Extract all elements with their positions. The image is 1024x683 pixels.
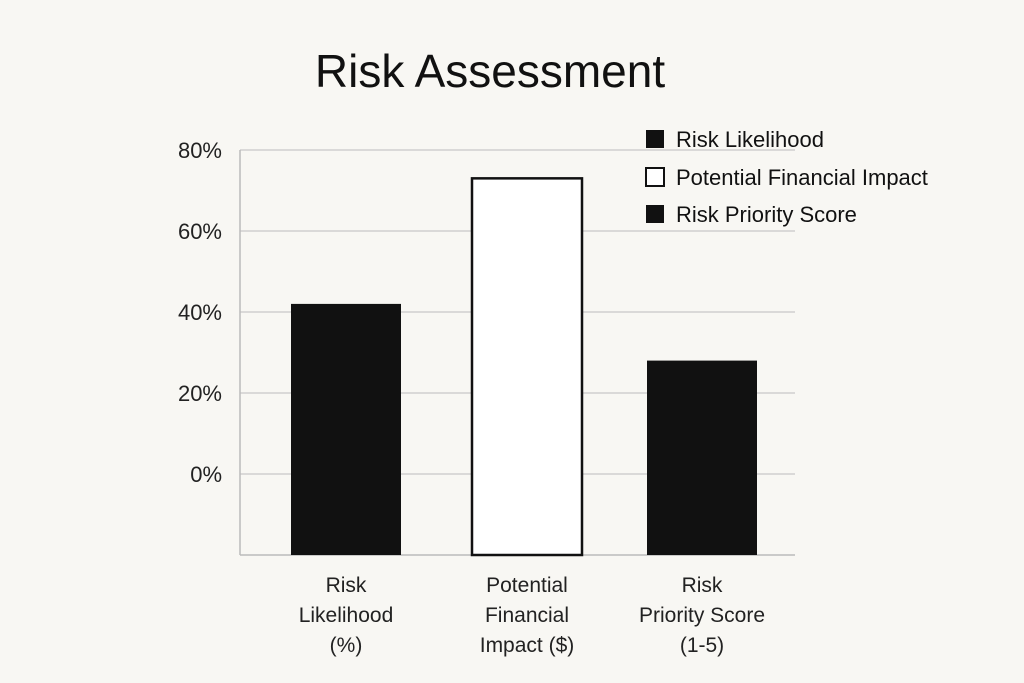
bar-potential-financial-impact [470,177,584,557]
bar-risk-priority-score [647,360,757,555]
chart-title: Risk Assessment [314,45,666,97]
y-tick-label: 40% [178,300,222,325]
x-category-label-line: Impact ($) [480,634,575,657]
x-category-label: Risk Priority Score (1-5) [639,574,765,657]
bar-risk-likelihood [291,303,401,555]
legend-label: Risk Likelihood [676,127,824,152]
legend-swatch [645,167,665,187]
legend-swatch [646,205,664,223]
legend-label: Potential Financial Impact [676,165,928,190]
legend-swatch [646,130,664,148]
y-tick-label: 80% [178,138,222,163]
x-category-label: Potential Financial Impact ($) [480,574,575,657]
x-category-label-line: Potential [486,574,568,597]
y-tick-label: 20% [178,381,222,406]
x-category-label-line: (1-5) [680,634,724,657]
x-category-label-line: Priority Score [639,604,765,627]
y-tick-label: 60% [178,219,222,244]
x-category-label-line: Risk [682,574,723,597]
x-category-label-line: (%) [330,634,363,657]
x-category-label-line: Risk [326,574,367,597]
x-category-label-line: Financial [485,604,569,627]
legend-label: Risk Priority Score [676,202,857,227]
x-category-label: Risk Likelihood (%) [299,574,394,657]
y-tick-label: 0% [190,462,222,487]
x-category-label-line: Likelihood [299,604,394,627]
